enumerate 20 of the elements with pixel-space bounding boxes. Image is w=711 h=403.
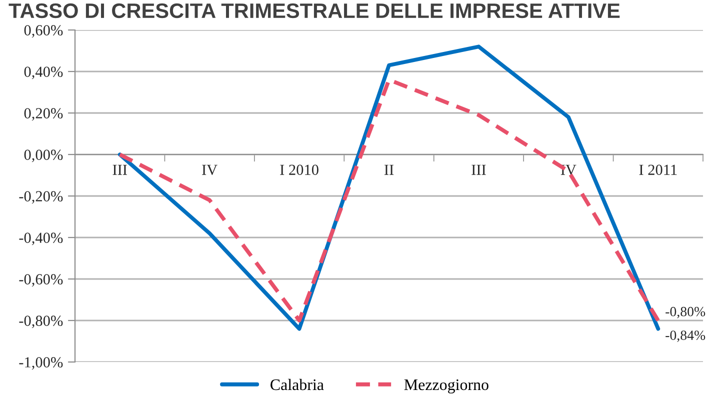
x-tick-label: III: [112, 164, 127, 175]
x-tick-label: IV: [202, 164, 218, 176]
y-tick-label: 0,00%: [24, 150, 63, 162]
x-tick-label: III: [472, 164, 486, 175]
legend-label: Calabria: [270, 378, 324, 390]
chart-title: TASSO DI CRESCITA TRIMESTRALE DELLE IMPRESE ATTIVE: [8, 3, 620, 18]
y-tick-label: -1,00%: [19, 357, 63, 370]
data-label: -0,80%: [666, 306, 706, 318]
legend-label: Mezzogiorno: [404, 379, 488, 394]
x-tick-label: I 2010: [280, 164, 318, 175]
x-tick-label: I 2011: [639, 164, 677, 175]
y-tick-label: 0,20%: [24, 108, 63, 121]
y-tick-label: -0,80%: [19, 316, 63, 328]
y-tick-label: 0,60%: [24, 25, 63, 38]
y-tick-label: -0,20%: [19, 191, 63, 204]
x-tick-label: II: [384, 164, 394, 175]
data-label: -0,84%: [666, 330, 706, 342]
y-tick-label: -0,60%: [19, 274, 63, 287]
y-tick-label: 0,40%: [24, 66, 63, 80]
y-tick-label: -0,40%: [19, 232, 63, 246]
